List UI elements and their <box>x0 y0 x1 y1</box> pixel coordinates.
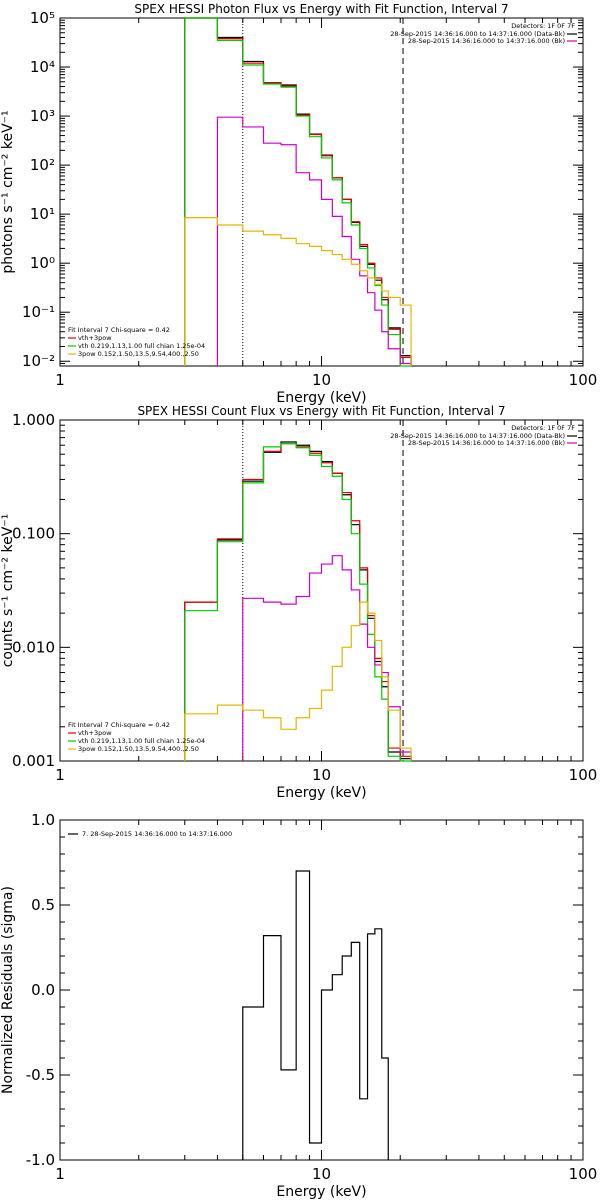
y-tick-label: 10⁵ <box>30 9 55 27</box>
chart-title: SPEX HESSI Count Flux vs Energy with Fit… <box>137 404 505 418</box>
x-axis-title: Energy (keV) <box>276 785 366 801</box>
x-tick-label: 10 <box>312 1165 331 1183</box>
plot-frame <box>59 419 584 762</box>
x-tick-label: 100 <box>569 1165 598 1183</box>
series-4-step-line <box>216 116 412 366</box>
x-axis-title: Energy (keV) <box>276 1184 366 1200</box>
series-4-step-line <box>242 555 412 761</box>
fit-legend-entry: vth 0.219,1.13,1.00 full chian 1.25e-04 <box>78 342 205 350</box>
y-tick-label: 1.000 <box>12 411 55 429</box>
detector-legend-entry: 28-Sep-2015 14:36:16.000 to 14:37:16.000… <box>390 432 565 440</box>
y-tick-label: 10³ <box>30 107 55 125</box>
y-tick-label: 0.010 <box>12 638 55 656</box>
residual-legend-entry: 7. 28-Sep-2015 14:36:16.000 to 14:37:16.… <box>82 830 232 838</box>
x-tick-label: 100 <box>569 371 598 389</box>
y-tick-label: -1.0 <box>26 1151 55 1169</box>
x-tick-label: 10 <box>312 371 331 389</box>
series-1-step-line <box>184 17 412 366</box>
x-axis-title: Energy (keV) <box>276 390 366 406</box>
chart-title: SPEX HESSI Photon Flux vs Energy with Fi… <box>134 2 508 16</box>
y-tick-label: 10⁻² <box>22 352 55 370</box>
x-tick-label: 10 <box>312 766 331 784</box>
chart-1: SPEX HESSI Photon Flux vs Energy with Fi… <box>0 2 597 406</box>
series-2-step-line <box>184 17 412 366</box>
fit-legend-entry: 3pow 0.152,1.50,13.5,9.54,400.,2.50 <box>78 745 199 753</box>
series-2-step-line <box>184 442 412 761</box>
y-tick-label: 0.5 <box>31 896 55 914</box>
series-1-step-line <box>184 441 412 761</box>
x-tick-label: 100 <box>569 766 598 784</box>
detector-legend-header: Detectors: 1F 0F 7F <box>511 22 575 30</box>
y-axis-title: photons s⁻¹ cm⁻² keV⁻¹ <box>0 110 16 273</box>
fit-legend-entry: vth+3pow <box>78 729 112 737</box>
y-tick-label: 10¹ <box>30 205 55 223</box>
detector-legend-header: Detectors: 1F 0F 7F <box>511 424 575 432</box>
x-tick-label: 1 <box>55 371 65 389</box>
y-tick-label: 1.0 <box>31 811 55 829</box>
y-tick-label: 10² <box>30 156 55 174</box>
series-1-step-line <box>242 870 389 1160</box>
series-3-step-line <box>184 442 412 762</box>
y-tick-label: 0.001 <box>12 752 55 770</box>
y-tick-label: 0.0 <box>31 981 55 999</box>
x-tick-label: 1 <box>55 1165 65 1183</box>
y-axis-title: counts s⁻¹ cm⁻² keV⁻¹ <box>0 514 16 668</box>
y-tick-label: -0.5 <box>26 1066 55 1084</box>
fit-legend-entry: 3pow 0.152,1.50,13.5,9.54,400.,2.50 <box>78 350 199 358</box>
detector-legend-entry: 28-Sep-2015 14:36:16.000 to 14:37:16.000… <box>390 30 565 38</box>
fit-legend-header: Fit Interval 7 Chi-square = 0.42 <box>68 721 170 729</box>
chart-3: 1 10 100 -1.0 -0.5 0.0 0.5 1.0 Energy (keV) Norma… <box>0 811 597 1200</box>
y-tick-label: 0.100 <box>12 525 55 543</box>
y-axis-title: Normalized Residuals (sigma) <box>0 886 16 1094</box>
detector-legend-entry: 28-Sep-2015 14:36:16.000 to 14:37:16.000… <box>408 37 565 45</box>
series-5-step-line <box>184 217 412 366</box>
x-tick-label: 1 <box>55 766 65 784</box>
y-tick-label: 10⁰ <box>30 254 55 272</box>
chart-2: SPEX HESSI Count Flux vs Energy with Fit… <box>0 404 597 801</box>
y-tick-label: 10⁻¹ <box>22 303 55 321</box>
fit-legend-header: Fit Interval 7 Chi-square = 0.42 <box>68 326 170 334</box>
y-tick-label: 10⁴ <box>30 58 55 76</box>
fit-legend-entry: vth+3pow <box>78 334 112 342</box>
fit-legend-entry: vth 0.219,1.13,1.00 full chian 1.25e-04 <box>78 737 205 745</box>
series-3-step-line <box>184 17 412 367</box>
series-5-step-line <box>184 601 412 761</box>
detector-legend-entry: 28-Sep-2015 14:36:16.000 to 14:37:16.000… <box>408 439 565 447</box>
